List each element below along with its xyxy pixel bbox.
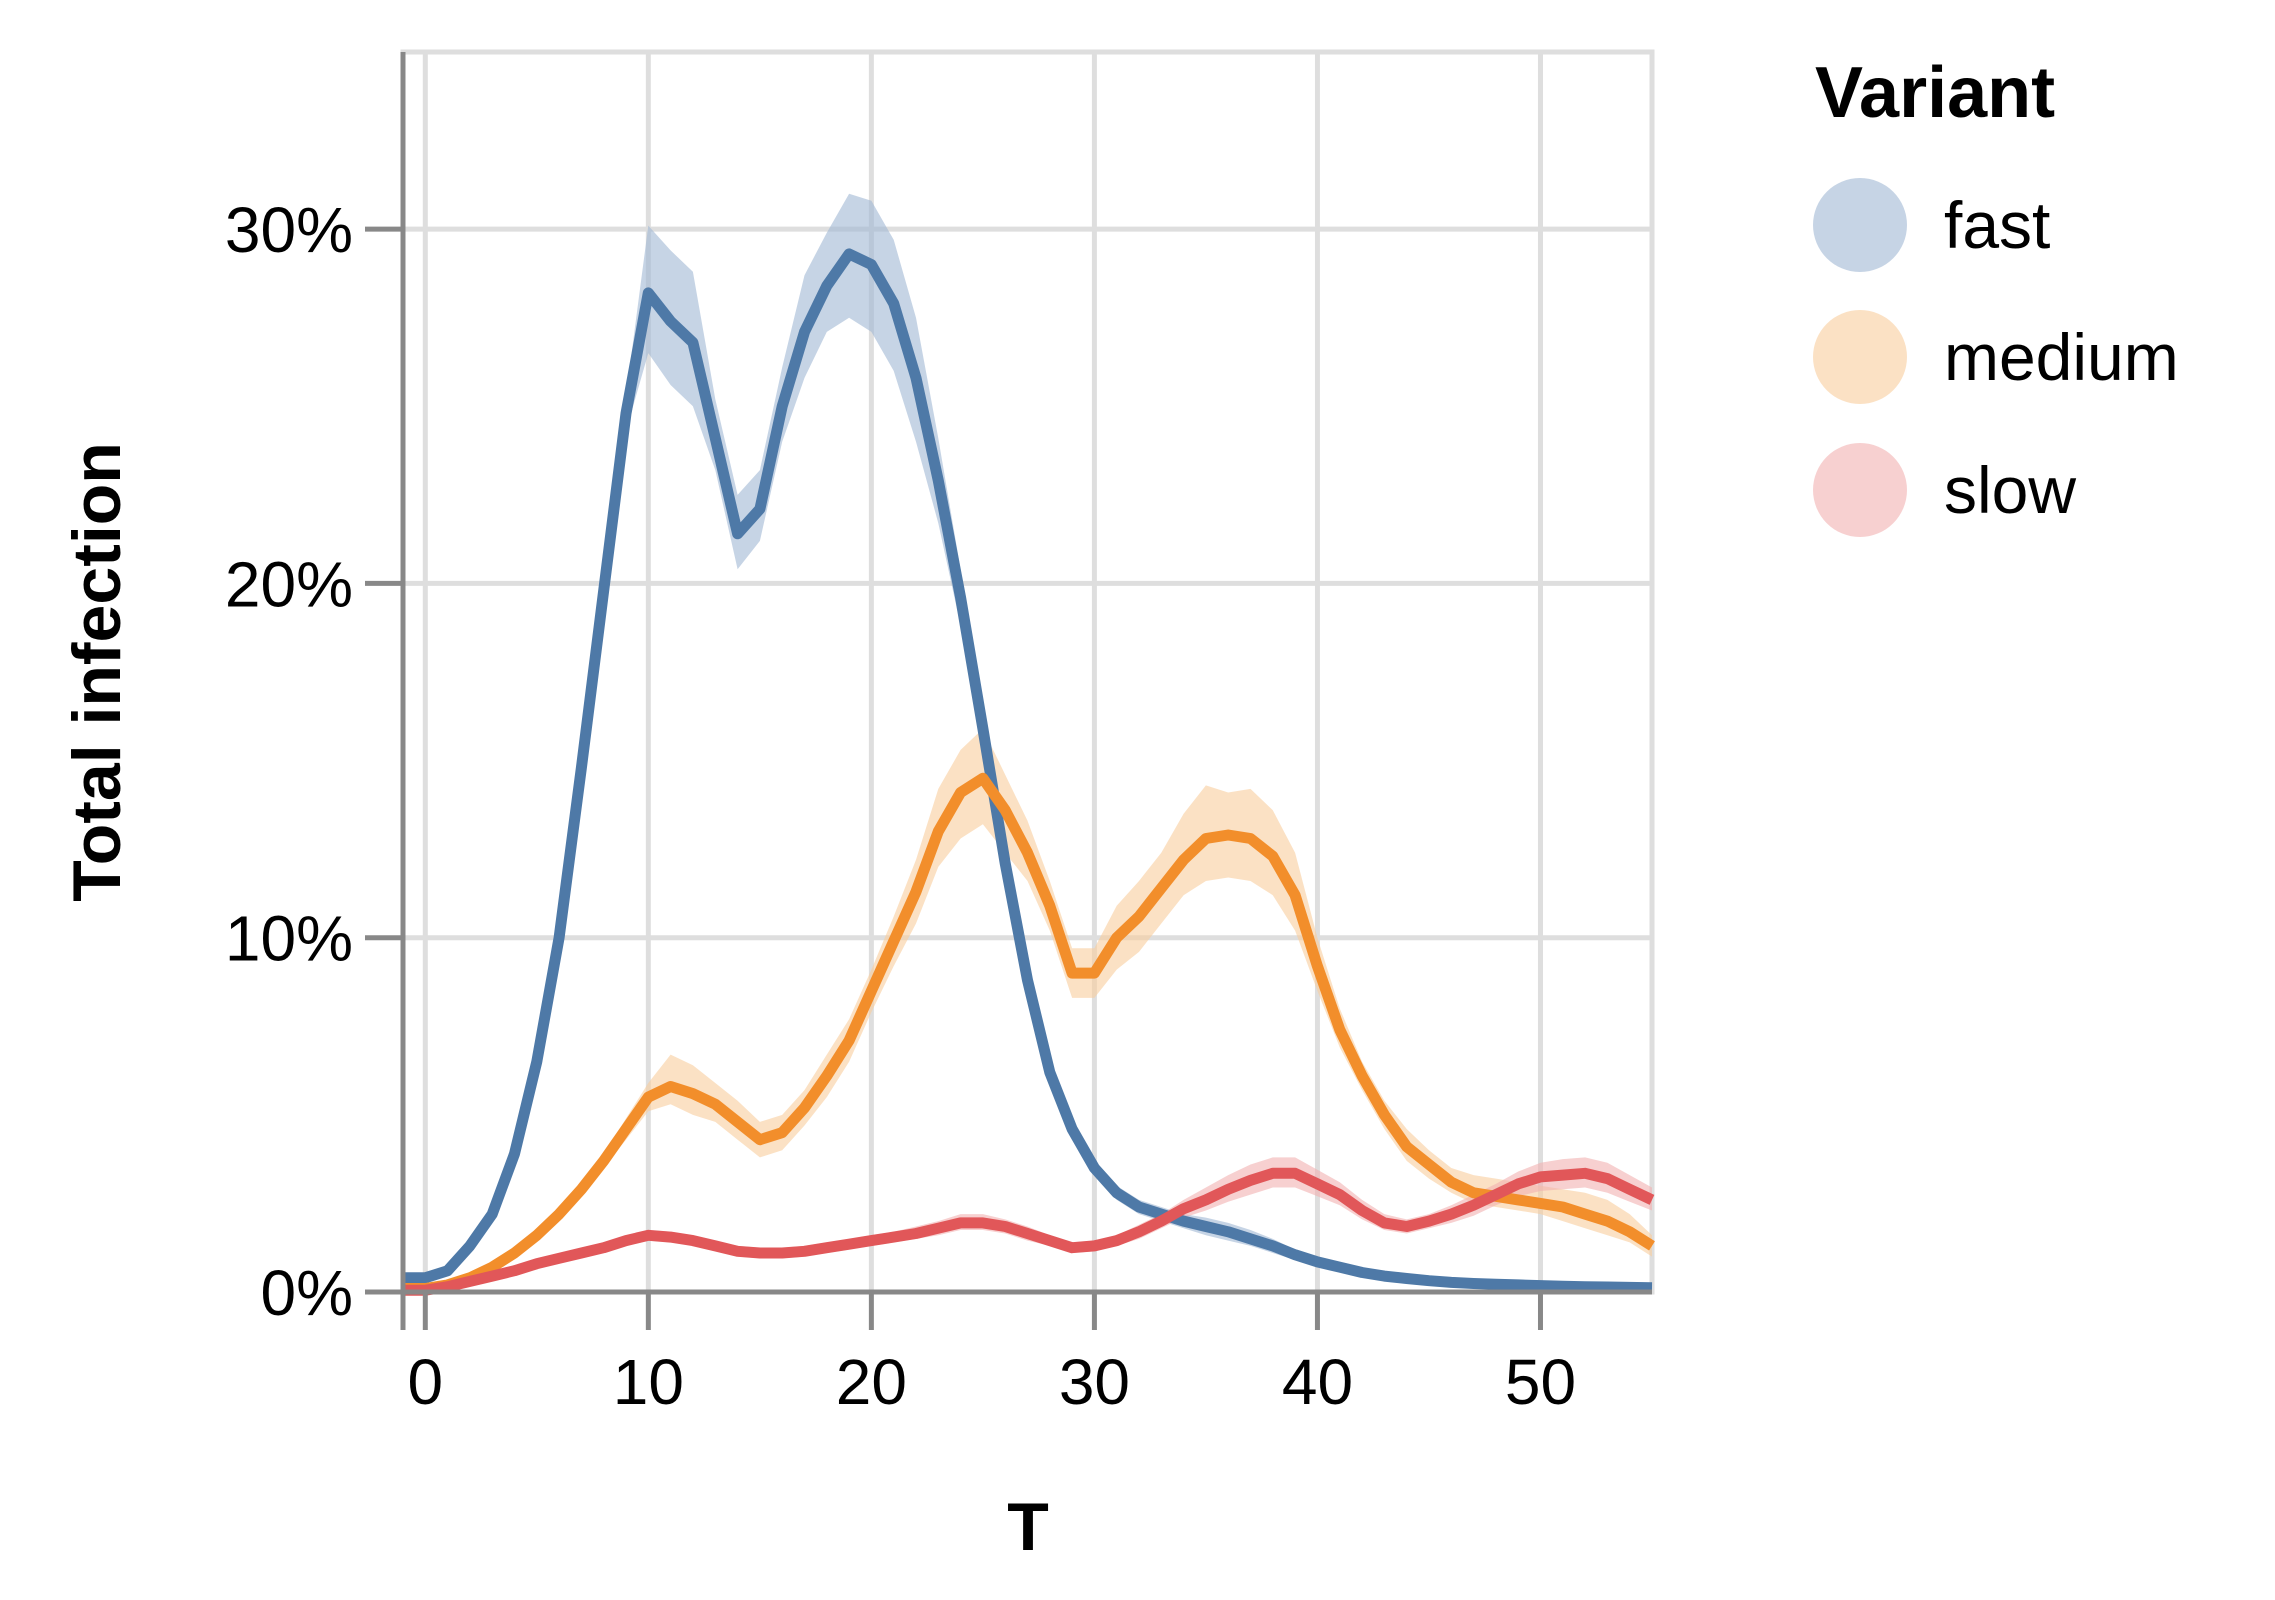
x-axis-title: T <box>1007 1489 1049 1565</box>
legend: Variant fast medium slow <box>1813 53 2179 537</box>
x-tick-label: 10 <box>613 1346 684 1418</box>
confidence-bands <box>403 193 1652 1292</box>
legend-swatch-slow <box>1813 443 1907 537</box>
x-tick-label: 40 <box>1282 1346 1353 1418</box>
y-tick-label: 20% <box>225 548 353 620</box>
axes: 0 10 20 30 40 50 0% 10% 20% 30% <box>225 52 1652 1418</box>
x-tick-label: 50 <box>1505 1346 1576 1418</box>
x-tick-label: 20 <box>836 1346 907 1418</box>
legend-label-fast: fast <box>1944 188 2050 262</box>
legend-swatch-fast <box>1813 178 1907 272</box>
y-axis-title: Total infection <box>59 442 135 902</box>
band-fast <box>403 193 1652 1289</box>
x-tick-label: 0 <box>408 1346 444 1418</box>
y-tick-label: 10% <box>225 903 353 975</box>
line-slow <box>403 1167 1655 1296</box>
legend-swatch-medium <box>1813 310 1907 404</box>
legend-label-slow: slow <box>1944 453 2076 527</box>
series-lines <box>403 248 1655 1296</box>
y-tick-label: 30% <box>225 194 353 266</box>
y-tick-label: 0% <box>261 1257 354 1329</box>
line-fast <box>403 248 1653 1294</box>
line-medium <box>403 772 1655 1294</box>
legend-label-medium: medium <box>1944 320 2179 394</box>
x-tick-label: 30 <box>1059 1346 1130 1418</box>
legend-title: Variant <box>1815 53 2055 133</box>
